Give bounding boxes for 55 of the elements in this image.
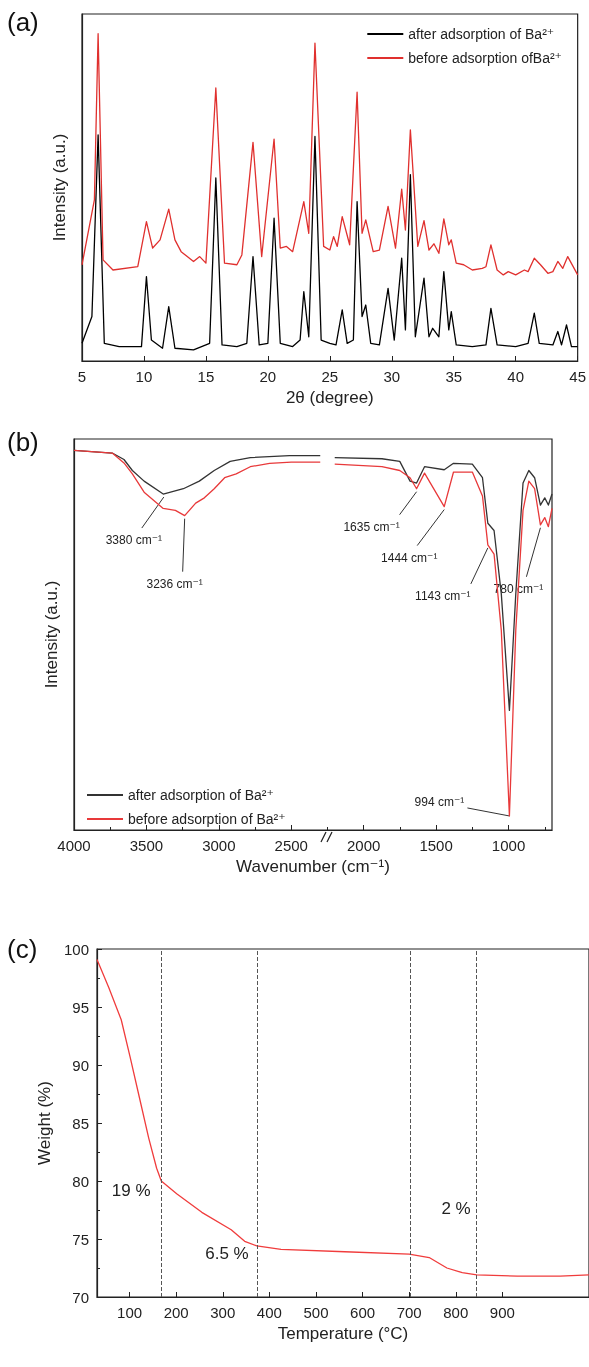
y-axis-title: Weight (%) — [35, 1081, 55, 1165]
chart-title: (a) — [7, 7, 39, 37]
x-tick-label: 100 — [117, 1304, 143, 1321]
y-axis-title: Intensity (a.u.) — [50, 133, 69, 242]
x-tick-label: 40 — [507, 368, 525, 385]
x-tick-label: 1000 — [491, 837, 526, 854]
x-tick-label: 5 — [77, 368, 87, 385]
y-tick-label: 90 — [72, 1056, 89, 1074]
x-tick-label: 45 — [569, 368, 586, 385]
legend-label: before adsorption of Ba²⁺ — [128, 811, 286, 827]
x-tick-label: 900 — [489, 1304, 515, 1321]
y-tick-label: 95 — [72, 998, 89, 1016]
chart-title: (b) — [7, 427, 39, 457]
annotation: 2 % — [441, 1198, 471, 1218]
x-tick-label: 2500 — [274, 837, 308, 854]
x-tick-label: 10 — [135, 368, 153, 385]
x-tick-label: 30 — [383, 368, 401, 385]
y-tick-label: 85 — [72, 1114, 89, 1132]
legend-label: before adsorption ofBa²⁺ — [408, 50, 563, 66]
x-tick-label: 20 — [259, 368, 277, 385]
x-tick-label: 300 — [210, 1304, 236, 1321]
x-axis-title: Wavenumber (cm⁻¹) — [236, 857, 390, 876]
x-tick-label: 700 — [396, 1304, 422, 1321]
line-series — [96, 958, 589, 1277]
y-tick-label: 80 — [72, 1172, 89, 1190]
legend-label: after adsorption of Ba²⁺ — [408, 26, 555, 42]
annotation: 994 cm⁻¹ — [414, 794, 465, 809]
x-tick-label: 35 — [445, 368, 463, 385]
x-tick-label: 4000 — [57, 837, 91, 854]
x-tick-label: 800 — [443, 1304, 469, 1321]
legend-label: after adsorption of Ba²⁺ — [128, 787, 274, 803]
x-axis-title: Temperature (°C) — [277, 1324, 409, 1343]
annotation: 3380 cm⁻¹ — [105, 533, 162, 548]
x-tick-label: 1500 — [419, 837, 453, 854]
x-tick-label: 600 — [350, 1304, 376, 1321]
y-tick-label: 70 — [72, 1288, 89, 1306]
x-tick-label: 3500 — [129, 837, 164, 854]
chart-title: (c) — [7, 934, 38, 964]
annotation: 1143 cm⁻¹ — [415, 588, 471, 603]
x-axis-title: 2θ (degree) — [285, 388, 374, 407]
y-tick-label: 75 — [72, 1230, 89, 1248]
y-axis-title: Intensity (a.u.) — [42, 580, 61, 689]
x-tick-label: 200 — [163, 1304, 189, 1321]
annotation: 1635 cm⁻¹ — [343, 519, 400, 534]
x-tick-label: 25 — [321, 368, 339, 385]
annotation: 19 % — [111, 1181, 151, 1201]
x-tick-label: 500 — [303, 1304, 329, 1321]
annotation: 1444 cm⁻¹ — [381, 550, 438, 565]
y-tick-label: 100 — [63, 940, 89, 958]
annotation: 6.5 % — [205, 1243, 249, 1263]
x-tick-label: 15 — [197, 368, 215, 385]
annotation: 3236 cm⁻¹ — [146, 576, 203, 591]
x-tick-label: 400 — [256, 1304, 282, 1321]
x-tick-label: 3000 — [202, 837, 236, 854]
x-tick-label: 2000 — [347, 837, 381, 854]
